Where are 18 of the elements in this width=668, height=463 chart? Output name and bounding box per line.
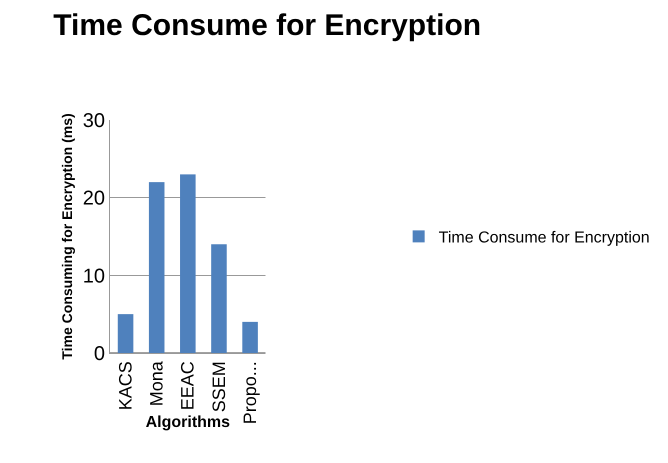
x-tick-label: KACS	[115, 361, 136, 410]
x-tick-label: Mona	[146, 360, 167, 406]
y-tick-label: 30	[82, 110, 105, 132]
bar	[180, 174, 196, 353]
x-tick-label: SSEM	[208, 361, 229, 412]
bar	[148, 182, 164, 353]
x-axis-title: Algorithms	[146, 414, 230, 432]
x-tick-label: EEAC	[178, 361, 198, 410]
y-tick-label: 0	[94, 343, 105, 365]
y-tick-label: 20	[82, 188, 105, 210]
chart-title: Time Consume for Encryption	[53, 8, 482, 42]
y-tick-label: 10	[82, 265, 105, 288]
bar	[242, 322, 258, 353]
bar	[211, 244, 227, 353]
legend-label: Time Consume for Encryption	[438, 230, 650, 247]
bar	[118, 314, 134, 353]
y-axis-title: Time Consuming for Encryption (ms)	[59, 113, 75, 360]
x-tick-label: Propo...	[240, 361, 260, 424]
